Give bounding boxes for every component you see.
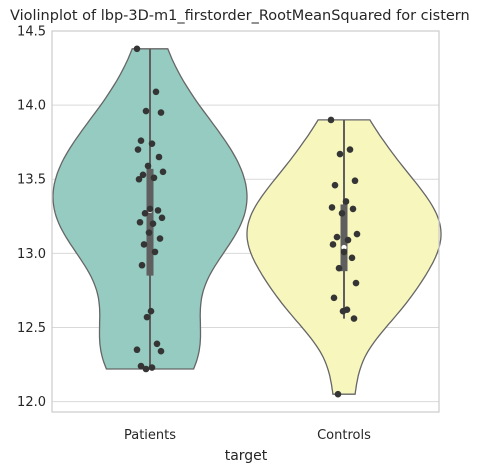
data-point [146,205,154,213]
data-point [350,315,358,322]
data-point [157,109,165,116]
data-point [151,248,159,256]
data-point [133,346,141,354]
data-point [159,168,167,176]
data-point [349,205,357,213]
data-point [344,236,352,244]
violins [52,48,442,395]
data-point [145,229,153,236]
y-tick-label: 14.0 [17,99,46,114]
data-point [353,230,361,238]
data-point [156,235,164,242]
data-point [150,174,158,182]
data-point [148,364,156,371]
y-tick-label: 13.5 [17,173,46,188]
data-point [141,210,149,217]
data-point [152,88,160,96]
data-point [348,254,356,262]
data-point [338,210,346,217]
data-point [327,116,335,124]
data-point [148,140,156,147]
data-point [342,198,350,205]
data-point [336,150,344,158]
data-point [134,146,142,153]
x-axis-label: target [225,448,268,464]
y-tick-label: 14.5 [17,25,46,40]
data-point [137,137,145,145]
data-point [329,241,337,248]
data-point [352,279,360,287]
data-point [333,233,341,241]
x-tick-labels: Patients Controls [124,428,371,443]
x-tick-label: Controls [317,428,371,443]
strip-points [133,45,361,398]
y-tick-label: 12.0 [17,395,46,410]
data-point [328,204,336,211]
data-point [339,307,347,315]
data-point [143,313,151,321]
median-marker [341,244,347,251]
data-point [147,307,155,315]
data-point [154,207,162,214]
data-point [144,162,152,170]
data-point [138,261,146,269]
data-point [142,365,150,373]
data-point [346,146,354,153]
data-point [140,241,148,248]
y-tick-label: 13.0 [17,247,46,262]
x-tick-label: Patients [124,428,176,443]
data-point [149,220,157,228]
data-point [340,248,348,256]
plot-frame [51,30,440,413]
data-point [157,347,165,355]
y-tick-labels: 12.0 12.5 13.0 13.5 14.0 14.5 [17,25,46,411]
data-point [142,107,150,115]
iqr-box [340,204,348,272]
data-point [153,340,161,348]
chart-title: Violinplot of lbp-3D-m1_firstorder_RootM… [10,8,470,24]
data-point [334,390,342,398]
data-point [137,362,145,370]
iqr-box [146,168,154,276]
data-point [335,264,343,272]
data-point [136,218,144,226]
data-point [330,294,338,302]
data-point [155,153,163,161]
y-tick-label: 12.5 [17,321,46,336]
data-point [158,214,166,222]
data-point [331,181,339,189]
data-point [139,171,147,179]
data-point [133,45,141,53]
data-point [351,177,359,185]
data-point [135,175,143,183]
